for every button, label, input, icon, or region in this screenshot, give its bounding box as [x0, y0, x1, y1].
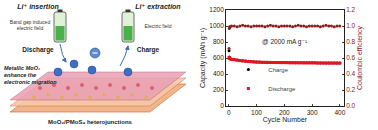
svg-text:Charge: Charge: [137, 46, 160, 54]
svg-text:400: 400: [334, 109, 345, 116]
svg-text:0.2: 0.2: [346, 86, 355, 93]
svg-text:200: 200: [213, 86, 224, 93]
svg-text:1.2: 1.2: [346, 6, 355, 13]
svg-text:Cycle Number: Cycle Number: [263, 116, 308, 124]
svg-text:100: 100: [251, 109, 262, 116]
svg-text:Band gap induced: Band gap induced: [9, 19, 51, 25]
svg-text:1000: 1000: [209, 22, 224, 29]
svg-text:400: 400: [213, 70, 224, 77]
svg-text:Electric field: Electric field: [145, 23, 172, 29]
svg-text:Li⁺ extraction: Li⁺ extraction: [135, 3, 180, 10]
svg-text:Coulombic efficiency: Coulombic efficiency: [356, 25, 364, 90]
svg-text:Discharge: Discharge: [268, 86, 296, 92]
svg-text:Capacity (mAh g⁻¹): Capacity (mAh g⁻¹): [199, 28, 207, 88]
svg-text:1200: 1200: [209, 6, 224, 13]
svg-text:Discharge: Discharge: [22, 46, 54, 54]
svg-text:Metallic MoO₂: Metallic MoO₂: [4, 65, 40, 71]
svg-text:0.6: 0.6: [346, 54, 355, 61]
svg-text:1.0: 1.0: [346, 22, 355, 29]
svg-text:0.4: 0.4: [346, 70, 355, 77]
svg-text:300: 300: [307, 109, 318, 116]
svg-text:@ 2000 mA g⁻¹: @ 2000 mA g⁻¹: [262, 38, 308, 46]
svg-text:electronic migration: electronic migration: [4, 79, 57, 85]
svg-text:Li⁺ insertion: Li⁺ insertion: [17, 3, 58, 10]
svg-text:0: 0: [220, 102, 224, 109]
svg-text:electric field: electric field: [17, 25, 44, 31]
svg-text:Charge: Charge: [268, 67, 288, 73]
svg-text:800: 800: [213, 38, 224, 45]
svg-text:0.0: 0.0: [346, 102, 355, 109]
svg-text:200: 200: [279, 109, 290, 116]
svg-text:enhance the: enhance the: [4, 72, 36, 78]
svg-text:MoO₂/PMoS₄ heterojunctions: MoO₂/PMoS₄ heterojunctions: [48, 119, 133, 125]
svg-text:0.8: 0.8: [346, 38, 355, 45]
svg-text:0: 0: [227, 109, 231, 116]
svg-text:600: 600: [213, 54, 224, 61]
